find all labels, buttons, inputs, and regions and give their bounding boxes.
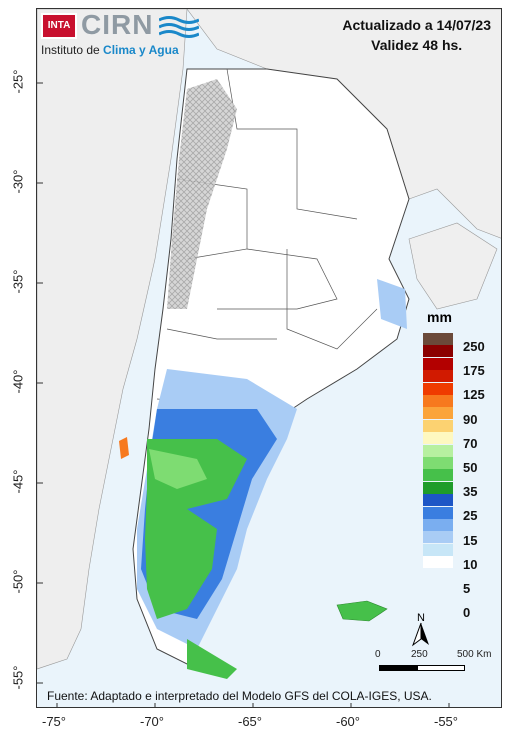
legend-swatch [423,395,453,407]
x-tick-75: -75° [42,714,66,729]
legend-swatch [423,457,453,469]
legend-swatch [423,494,453,507]
malvinas [336,600,388,622]
axis-ticks [37,82,450,707]
validity: Validez 48 hs. [371,37,463,53]
precip-high-orange [119,437,129,459]
legend-level-label: 35 [463,484,478,500]
scale-seg-dark [379,665,417,671]
north-arrow-icon: N [411,612,429,647]
y-tick-50: -50° [10,569,26,594]
scale-bar: 0 250 500 Km [373,649,501,679]
legend-swatch [423,444,453,457]
andes-high-terrain [167,79,237,309]
legend-level-label: 0 [463,605,471,621]
legend-level-label: 25 [463,508,478,524]
logo-subtitle: Instituto de Clima y Agua [41,43,179,57]
legend-swatch [423,357,453,370]
legend-level-label: 70 [463,435,478,451]
logo: INTA CIRN Instituto de Clima y Agua [41,9,221,65]
y-tick-30: -30° [10,169,26,194]
legend-swatch [423,481,453,494]
y-tick-35: -35° [10,269,26,294]
legend-level-label: 90 [463,411,478,427]
updated-date: Actualizado a 14/07/23 [342,17,491,33]
precip-35mm [149,449,207,489]
scale-label-0: 0 [375,649,381,660]
x-tick-60: -60° [336,714,360,729]
uruguay-land [408,222,498,310]
map-frame: INTA CIRN Instituto de Clima y Agua Actu… [36,8,502,708]
legend-swatch [423,370,453,383]
legend-level-label: 250 [463,339,485,354]
scale-label-500: 500 Km [457,649,492,660]
legend-swatch [423,432,453,445]
legend-level-label: 15 [463,532,478,548]
waves-icon [159,16,199,38]
chile-land [37,9,188,670]
legend-swatch [423,345,453,358]
logo-subtitle-plain: Instituto de [41,43,104,57]
legend-swatch [423,419,453,432]
x-tick-70: -70° [140,714,164,729]
legend-unit: mm [427,309,452,325]
legend-swatch [423,543,453,556]
map-header: Actualizado a 14/07/23 Validez 48 hs. [342,15,491,55]
x-tick-65: -65° [238,714,262,729]
x-tick-55: -55° [434,714,458,729]
legend-swatch [423,531,453,544]
y-tick-55: -55° [10,665,26,690]
precip-tdf [187,639,237,679]
legend-swatch [423,382,453,395]
precip-coast-bsas [377,279,407,329]
legend-swatch [423,556,453,569]
logo-subtitle-highlight: Clima y Agua [103,43,179,57]
source-note: Fuente: Adaptado e interpretado del Mode… [47,689,432,703]
svg-text:N: N [417,612,425,624]
legend-swatch [423,333,453,345]
legend-swatch [423,506,453,519]
scale-seg-light [417,665,465,671]
y-tick-45: -45° [10,469,26,494]
legend-level-label: 175 [463,363,485,379]
precipitation-map [37,9,501,707]
legend-swatch [423,519,453,531]
y-tick-40: -40° [10,369,26,394]
legend-level-label: 10 [463,556,478,572]
scale-label-250: 250 [411,649,428,660]
legend-swatch [423,469,453,482]
legend-swatch [423,407,453,420]
y-tick-25: -25° [10,69,26,94]
legend-level-label: 50 [463,460,478,475]
legend-level-label: 125 [463,387,485,403]
legend-level-label: 5 [463,581,471,596]
cirn-wordmark: CIRN [81,9,154,40]
inta-badge: INTA [41,13,77,39]
